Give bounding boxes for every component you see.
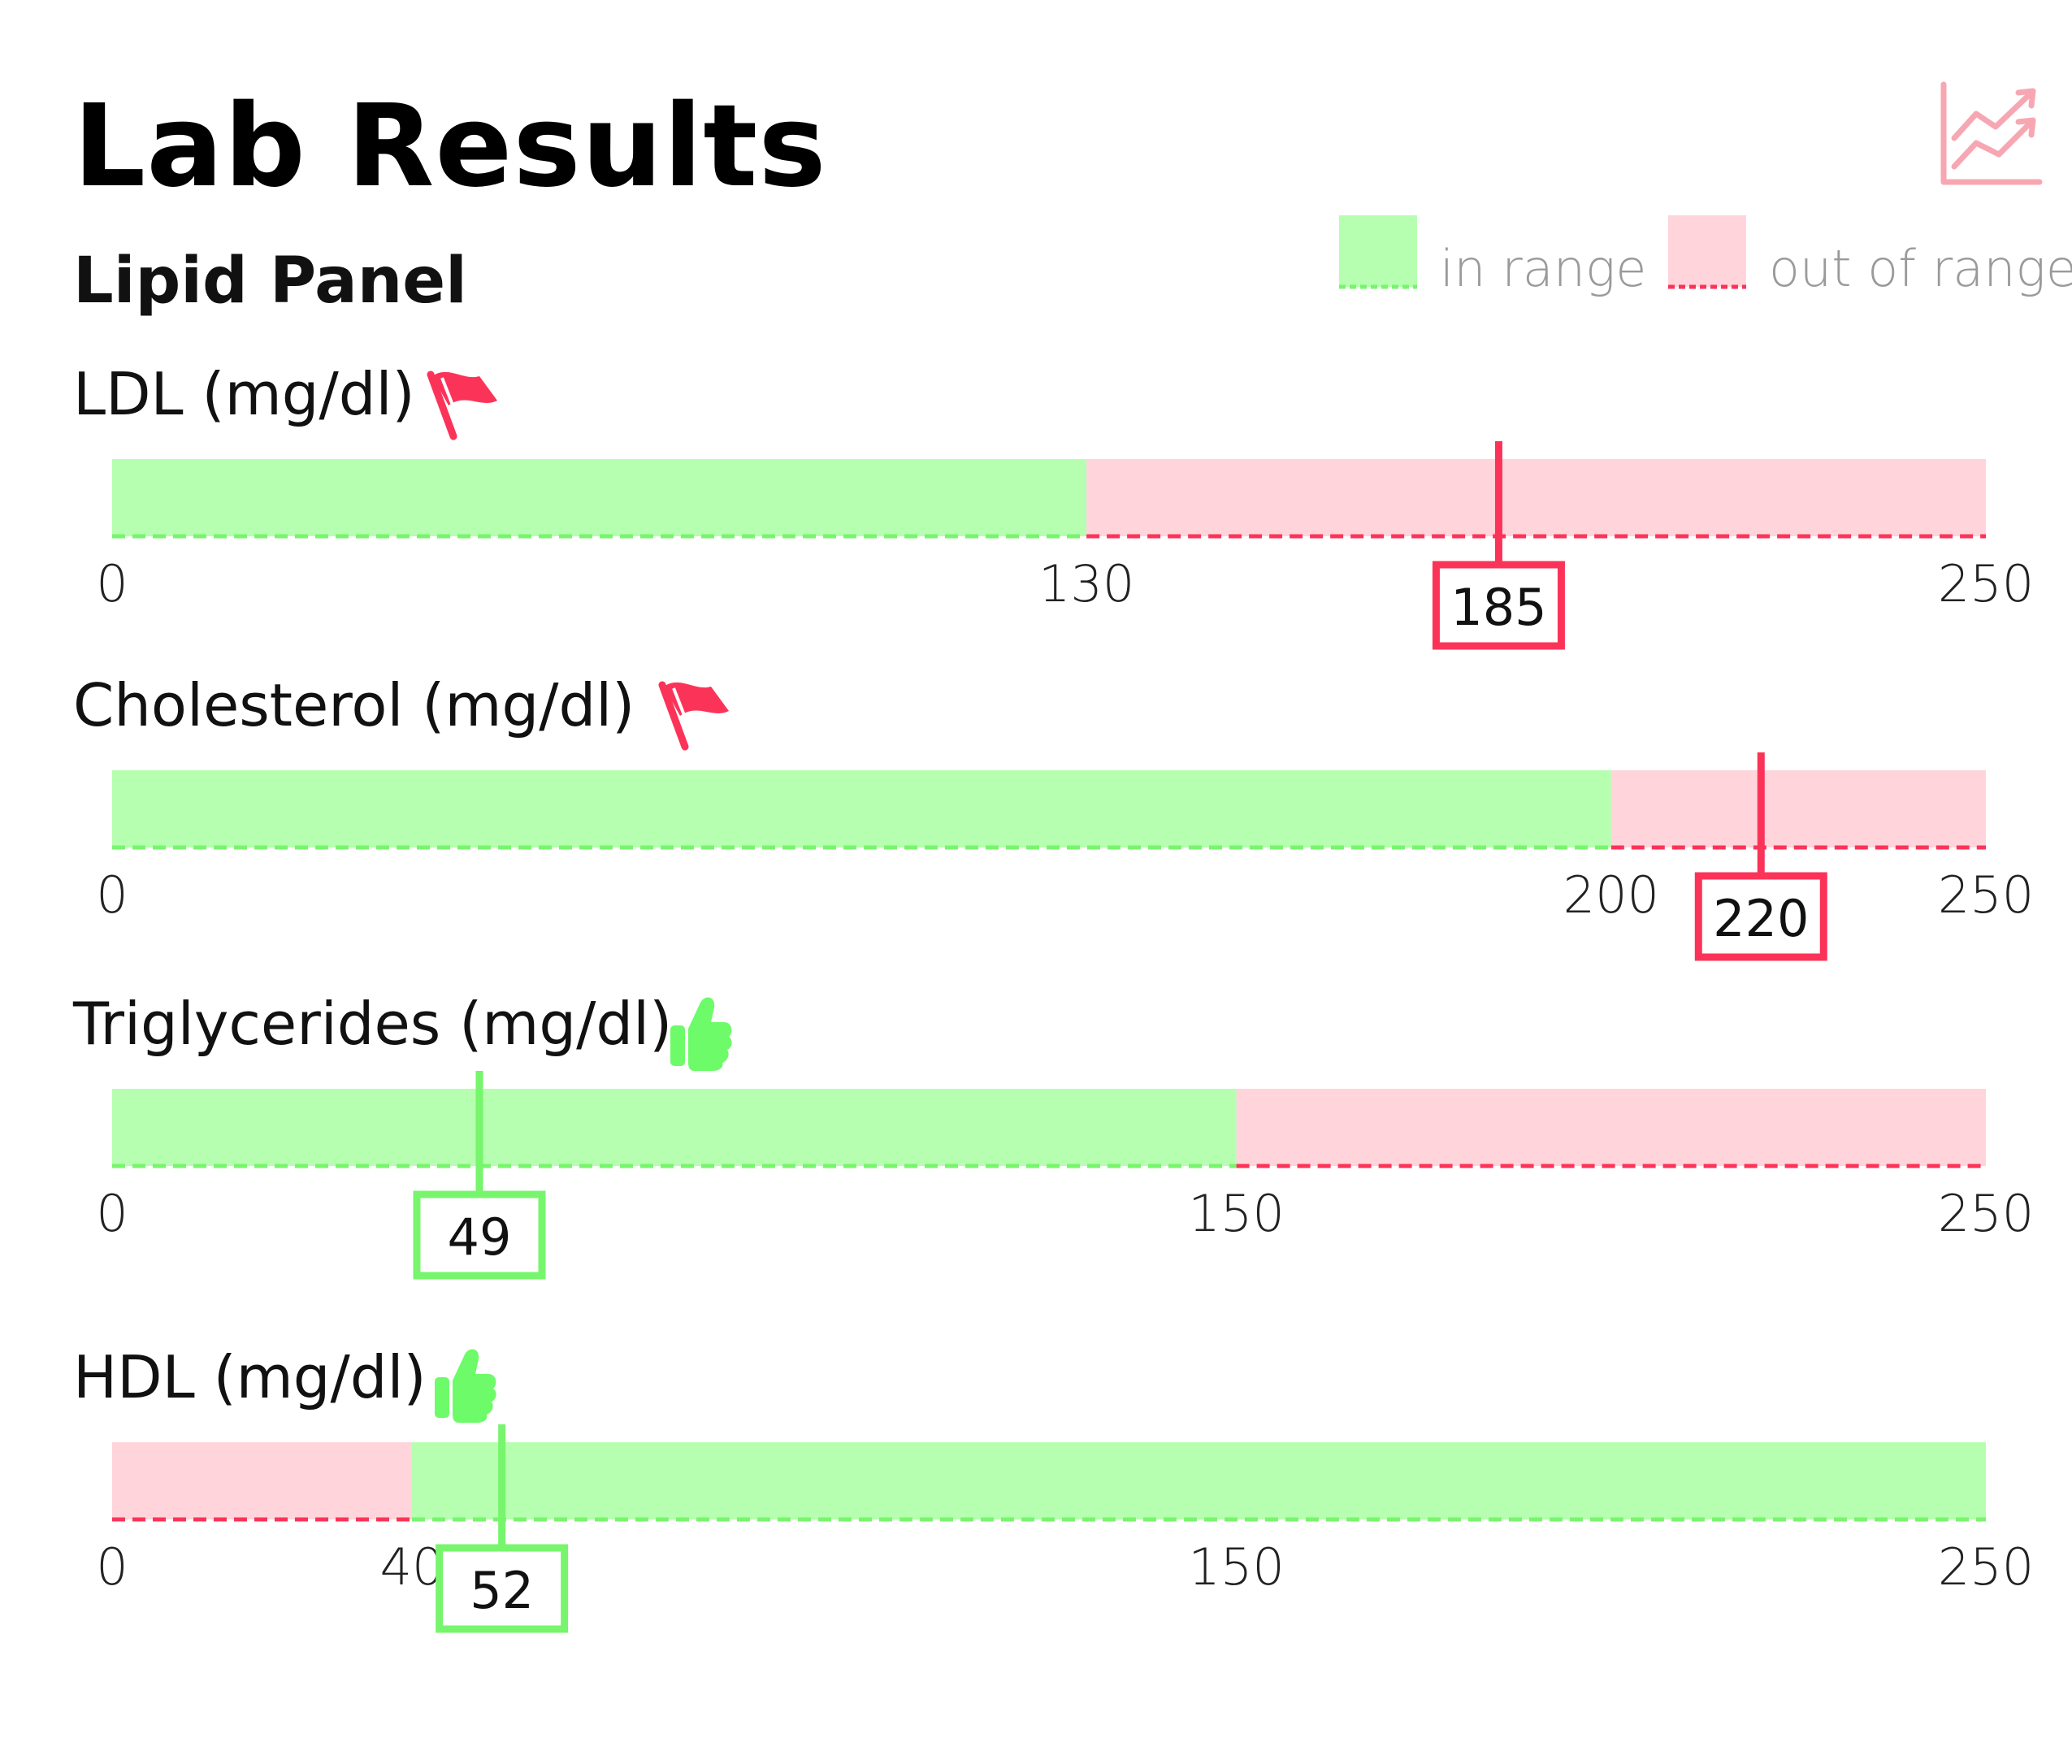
thumbs-up-icon xyxy=(670,997,732,1071)
value-label: 49 xyxy=(448,1207,512,1267)
metric-row: Cholesterol (mg/dl) 0 200 250 220 xyxy=(73,671,2034,961)
metrics-group: LDL (mg/dl) 0 130 250 185 Cholesterol (mg/dl)… xyxy=(72,360,2034,1633)
thumbs-up-icon xyxy=(435,1349,496,1423)
tick-label: 0 xyxy=(96,865,128,925)
value-label: 52 xyxy=(470,1561,534,1620)
range-segment-out xyxy=(1236,1089,1986,1166)
range-segment-in xyxy=(411,1442,1987,1519)
metric-label: Cholesterol (mg/dl) xyxy=(73,671,635,739)
tick-label: 150 xyxy=(1188,1184,1284,1243)
value-label: 185 xyxy=(1450,578,1546,637)
range-segment-out xyxy=(1610,770,1986,847)
legend-swatch-out xyxy=(1668,215,1746,287)
tick-label: 0 xyxy=(96,1537,128,1597)
tick-label: 250 xyxy=(1938,1537,2034,1597)
value-label: 220 xyxy=(1713,889,1809,948)
flag-icon xyxy=(427,371,497,440)
tick-label: 250 xyxy=(1938,1184,2034,1243)
tick-label: 40 xyxy=(380,1537,444,1597)
metric-label: HDL (mg/dl) xyxy=(73,1343,427,1411)
legend-swatch-in xyxy=(1339,215,1417,287)
metric-row: LDL (mg/dl) 0 130 250 185 xyxy=(73,360,2034,650)
metric-row: HDL (mg/dl) 0 40 150 250 52 xyxy=(73,1343,2034,1633)
range-segment-out xyxy=(112,1442,412,1519)
tick-label: 0 xyxy=(96,1184,128,1243)
metric-label: Triglycerides (mg/dl) xyxy=(72,990,672,1058)
tick-label: 0 xyxy=(96,554,128,613)
trend-chart-icon xyxy=(1940,81,2043,185)
range-segment-in xyxy=(112,459,1087,536)
value-box xyxy=(1432,561,1565,650)
metric-row: Triglycerides (mg/dl) 0 150 250 49 xyxy=(72,990,2034,1280)
tick-label: 250 xyxy=(1938,865,2034,925)
legend-label-out: out of range xyxy=(1769,239,2072,298)
tick-label: 150 xyxy=(1188,1537,1284,1597)
value-box xyxy=(436,1544,569,1633)
range-segment-in xyxy=(112,770,1611,847)
page-title: Lab Results xyxy=(73,80,827,213)
flag-icon xyxy=(658,681,729,751)
value-box xyxy=(1694,872,1827,961)
tick-label: 130 xyxy=(1038,554,1134,613)
legend: in range out of range xyxy=(1339,215,2072,298)
range-segment-in xyxy=(112,1089,1237,1166)
range-segment-out xyxy=(1086,459,1986,536)
tick-label: 200 xyxy=(1563,865,1659,925)
metric-label: LDL (mg/dl) xyxy=(73,360,415,428)
legend-label-in: in range xyxy=(1440,239,1646,298)
panel-subtitle: Lipid Panel xyxy=(73,245,467,318)
tick-label: 250 xyxy=(1938,554,2034,613)
value-box xyxy=(413,1190,546,1280)
